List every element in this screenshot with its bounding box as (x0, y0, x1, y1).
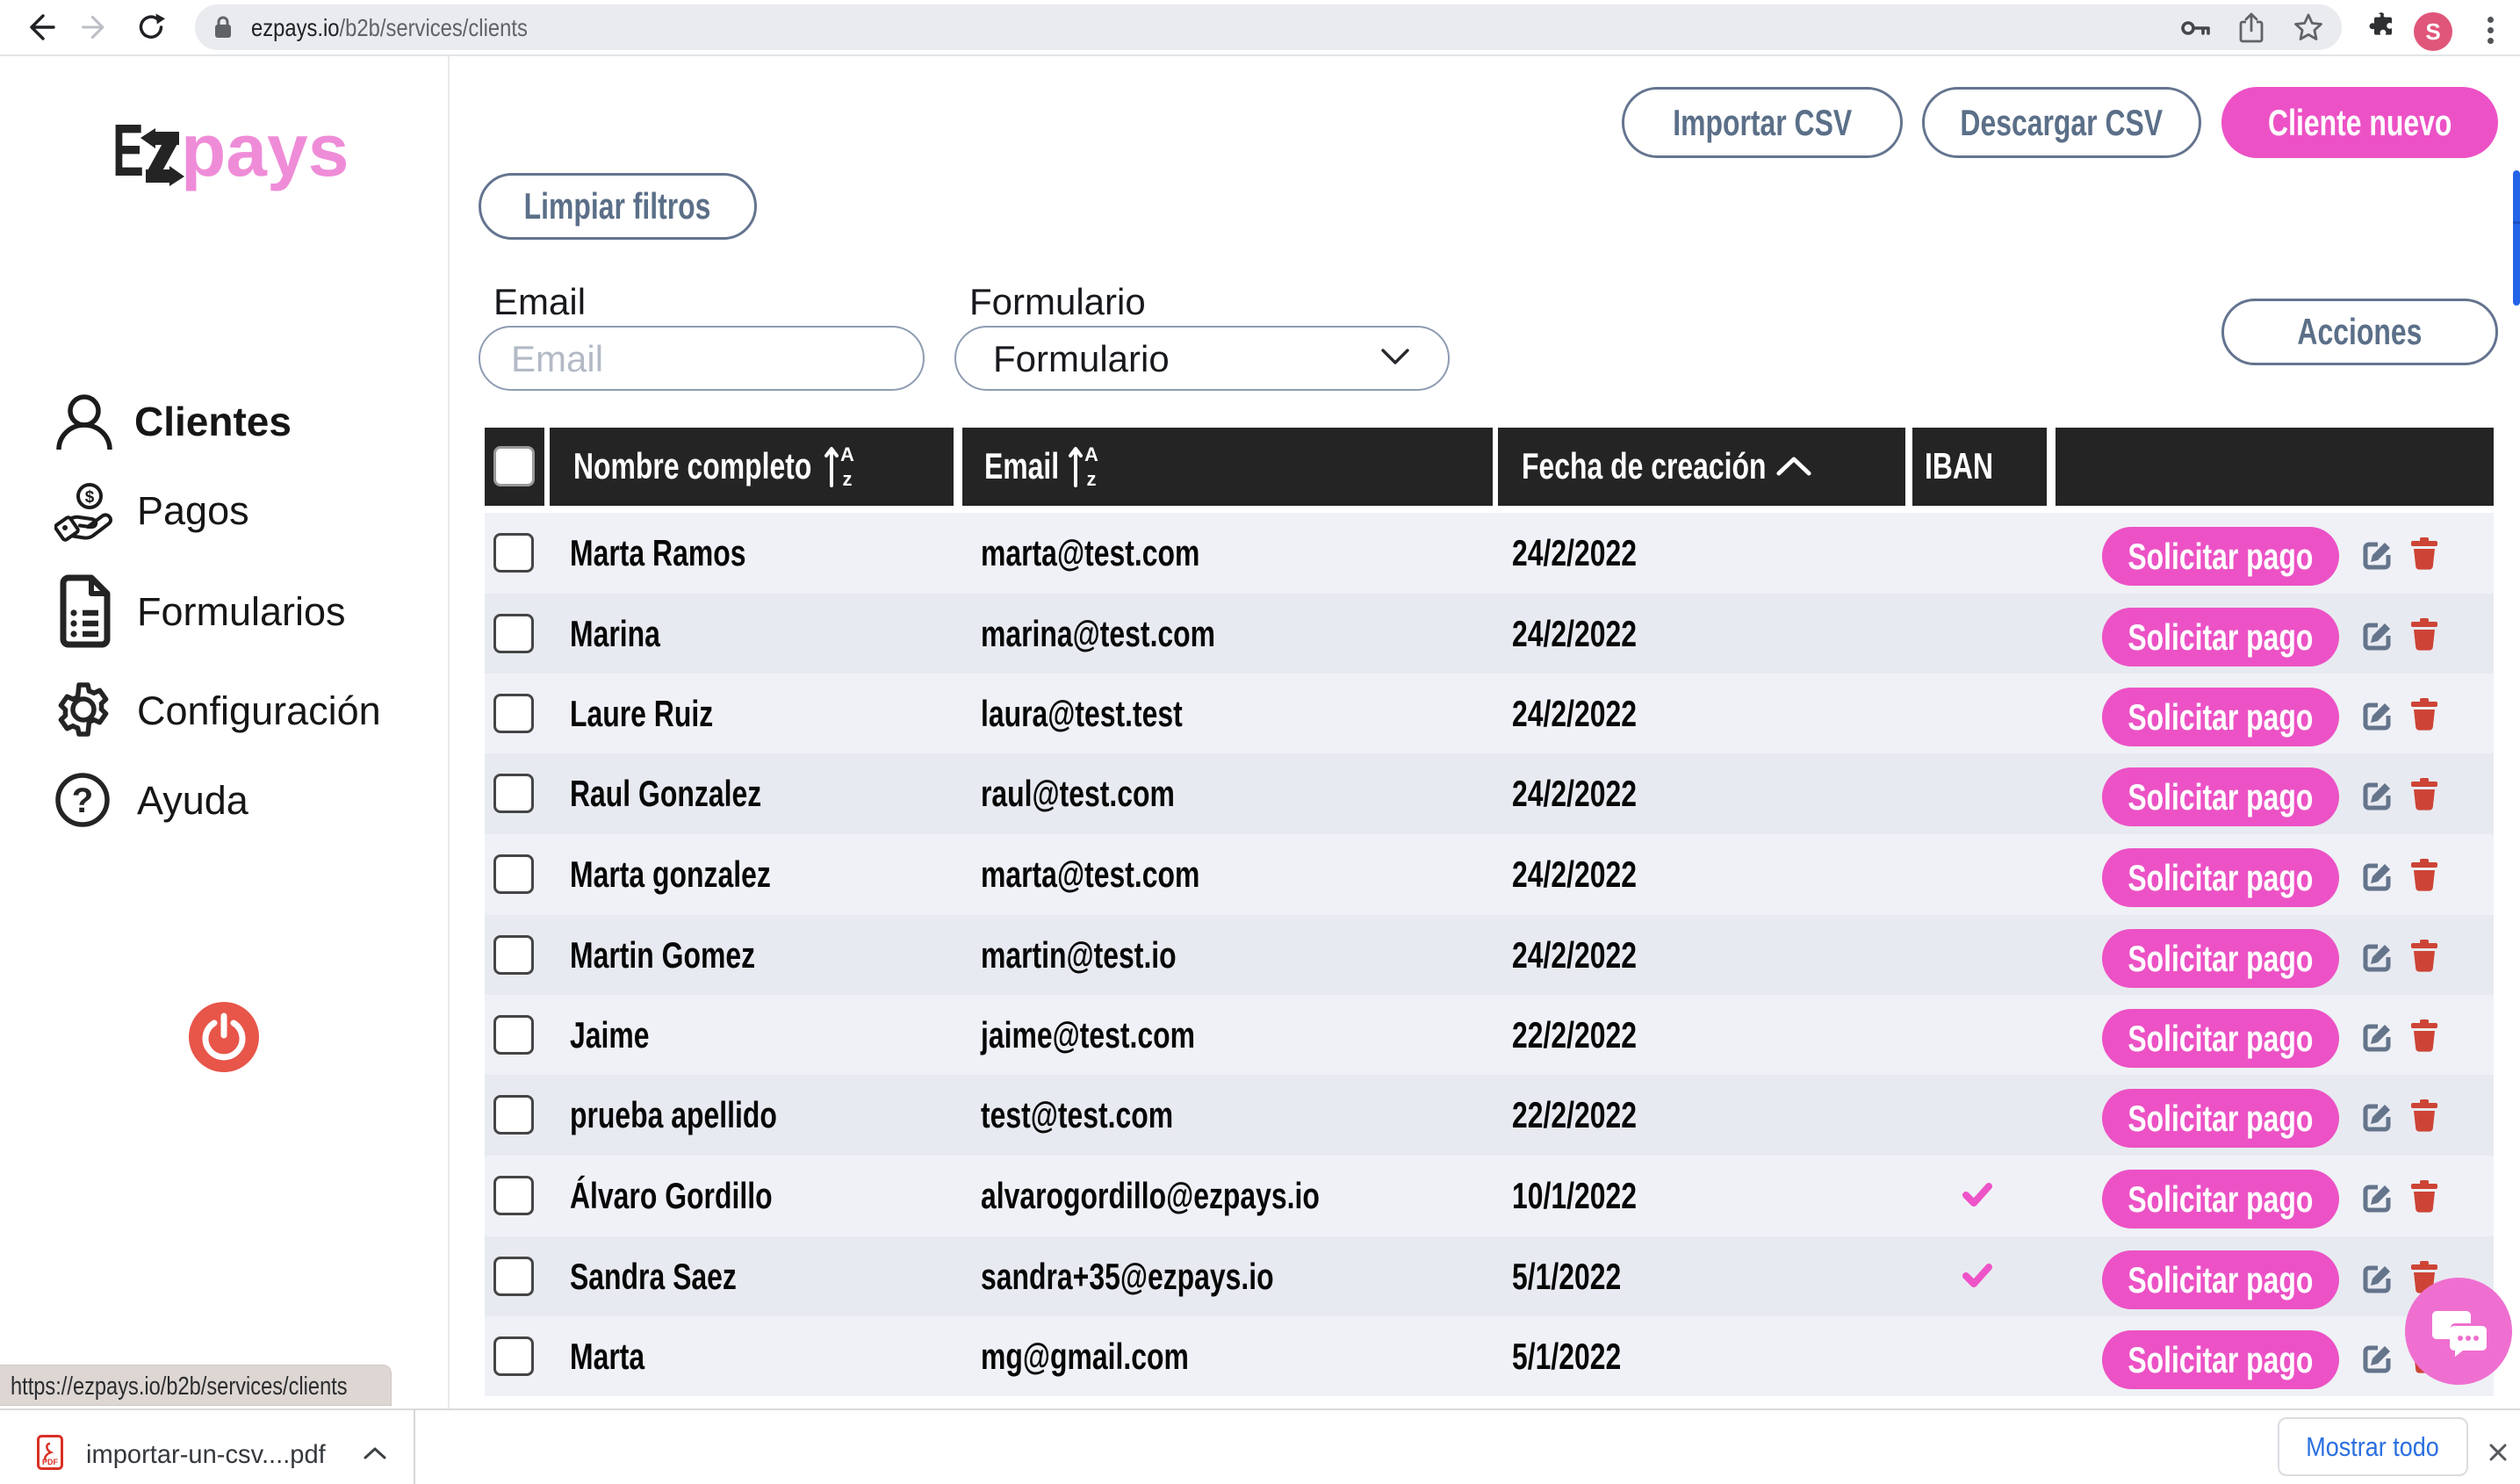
svg-text:$: $ (85, 488, 95, 507)
svg-text:?: ? (72, 782, 93, 820)
svg-text:A: A (1084, 443, 1098, 465)
svg-text:z: z (1087, 468, 1097, 489)
svg-text:z: z (843, 468, 853, 489)
svg-text:PDF: PDF (42, 1458, 59, 1466)
svg-text:A: A (840, 443, 854, 465)
